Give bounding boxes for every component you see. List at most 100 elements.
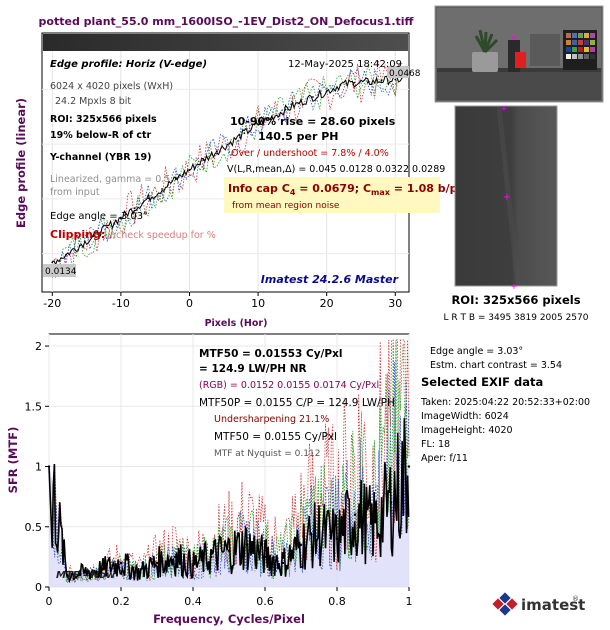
edge-data-point <box>394 78 397 81</box>
roi-crop-image: + + + <box>454 104 558 291</box>
edge-data-point <box>188 168 191 171</box>
edge-curve-y <box>52 74 403 266</box>
mtf-y-tick-label: 0.5 <box>25 521 43 534</box>
mtf-data-point <box>83 571 87 574</box>
roi-position: 19% below-R of ctr <box>50 130 152 141</box>
red-target <box>515 52 526 68</box>
mtf-y-tick-label: 1.5 <box>25 400 43 413</box>
edge-curve-green <box>51 63 403 279</box>
mtf50-standardized: MTF50 = 0.0155 Cy/Pxl <box>214 431 337 443</box>
mtf-x-tick-label: 0.6 <box>256 595 274 608</box>
edge-data-point <box>229 141 232 144</box>
mtf-ticks: 0 0.2 0.4 0.6 0.8 1 0 0.5 1 1.5 2 <box>25 340 413 608</box>
mtf-data-point <box>353 513 357 516</box>
mtf-data-point <box>299 543 303 547</box>
high-level-box <box>387 66 409 78</box>
image-dims: 6024 x 4020 pixels (WxH) <box>50 81 173 92</box>
edge-data-point <box>78 244 81 247</box>
linearized-note: Linearized, gamma = 0.5 <box>50 174 170 185</box>
edge-data-point <box>65 253 67 256</box>
edge-grid <box>42 51 409 292</box>
roi-center-marker: + <box>503 192 511 203</box>
mtf-data-point <box>245 543 249 547</box>
image-mpxls: 24.2 Mpxls 8 bit <box>55 96 131 107</box>
mtf-x-tick-label: 0.8 <box>328 595 346 608</box>
mtf-data-point <box>407 465 411 468</box>
mtf50-value: MTF50 = 0.01553 Cy/Pxl <box>199 348 342 360</box>
mtf-y-tick-label: 0 <box>35 581 42 594</box>
low-level-label: 0.0134 <box>45 267 77 277</box>
imatest-logo: imatest ® <box>492 592 585 616</box>
timestamp: 12-May-2025 18:42:09 <box>288 59 402 70</box>
edge-x-ticks: -20 -10 0 10 20 30 <box>43 292 402 310</box>
mtf-data-point <box>101 567 105 571</box>
edge-data-point <box>353 81 356 84</box>
rise-per-ph: 140.5 per PH <box>258 130 338 143</box>
edge-data-point <box>284 108 287 111</box>
mtf-data-point <box>209 555 213 559</box>
edge-data-point <box>92 235 95 238</box>
mtf-data-point <box>335 537 339 541</box>
rise-distance: 10-90% rise = 28.60 pixels <box>230 115 396 128</box>
edge-data-point <box>257 123 259 126</box>
edge-x-label: Pixels (Hor) <box>205 318 268 329</box>
mtf-data-point <box>227 549 231 553</box>
info-capacity-box <box>224 177 440 213</box>
mtf-data-point <box>317 531 321 534</box>
edge-data-point <box>270 116 273 119</box>
mtf-data-point <box>371 525 375 528</box>
rgb-mtf50: (RGB) = 0.0152 0.0155 0.0174 Cy/Pxl <box>199 380 379 391</box>
mtf50-lwph: = 124.9 LW/PH NR <box>199 363 307 375</box>
edge-data-point <box>298 102 301 104</box>
edge-data-point <box>380 79 383 82</box>
scene-thumbnail <box>434 5 604 103</box>
exif-taken: Taken: 2025:04:22 20:52:33+02:00 <box>420 397 590 408</box>
mtf-nyquist: MTF at Nyquist = 0.112 <box>214 449 320 459</box>
v-levels: V(L,R,mean,Δ) = 0.045 0.0128 0.0322 0.02… <box>227 164 445 175</box>
edge-data-point <box>216 150 218 153</box>
plant-leaves <box>474 29 499 54</box>
edge-x-tick-label: 0 <box>186 297 193 310</box>
edge-data-point <box>325 90 328 93</box>
high-level-label: 0.0468 <box>389 69 421 79</box>
info-capacity: Info cap C4 = 0.0679; Cmax = 1.08 b/p; <box>228 182 462 197</box>
file-title: potted plant_55.0 mm_1600ISO_-1EV_Dist2_… <box>39 15 414 28</box>
edge-data-point <box>161 188 163 190</box>
edge-data-point <box>119 216 122 219</box>
exif-fl: FL: 18 <box>421 439 450 450</box>
mtf-data-point <box>119 561 123 565</box>
svg-text:+: + <box>501 104 508 113</box>
clipping-label: Clipping: <box>50 228 105 241</box>
edge-x-tick-label: -10 <box>112 297 130 310</box>
mtf-y-label: SFR (MTF) <box>6 427 20 494</box>
exif-aperture: Aper: f/11 <box>421 453 468 464</box>
edge-x-tick-label: 30 <box>388 297 402 310</box>
edge-x-tick-label: 20 <box>320 297 334 310</box>
edge-data-point <box>51 261 54 264</box>
mtf-data-point <box>191 564 195 567</box>
mtf-data-point <box>155 561 159 565</box>
edge-angle: Edge angle = 3.03° <box>50 211 148 222</box>
edge-image-strip <box>43 34 408 51</box>
low-level-box <box>43 264 76 277</box>
mtf-x-tick-label: 0.2 <box>112 595 130 608</box>
edge-data-point <box>174 178 177 181</box>
roi-coords: L R T B = 3495 3819 2005 2570 <box>444 313 589 323</box>
mtf-x-tick-label: 0 <box>46 595 53 608</box>
edge-data-point <box>106 226 109 229</box>
edge-data-point <box>339 84 342 86</box>
profile-title: Edge profile: Horiz (V-edge) <box>50 59 207 70</box>
mtf-data-point <box>137 571 141 574</box>
edge-data-point <box>243 132 246 135</box>
plant-pot <box>472 52 498 72</box>
edge-data-point <box>133 207 136 210</box>
roi-size: ROI: 325x566 pixels <box>50 114 157 125</box>
right-edge-angle: Edge angle = 3.03° <box>430 346 523 357</box>
mtf-data-point <box>65 573 69 577</box>
edge-x-tick-label: 10 <box>251 297 265 310</box>
edge-profile-panel: 0.0468 0.0134 Edge profile: Horiz (V-edg… <box>14 32 462 329</box>
mtf-curve-y <box>48 418 410 584</box>
mtf-x-tick-label: 0.4 <box>184 595 202 608</box>
version-label: Imatest 24.2.6 Master <box>261 273 399 286</box>
mtf-y-tick-label: 2 <box>35 340 42 353</box>
